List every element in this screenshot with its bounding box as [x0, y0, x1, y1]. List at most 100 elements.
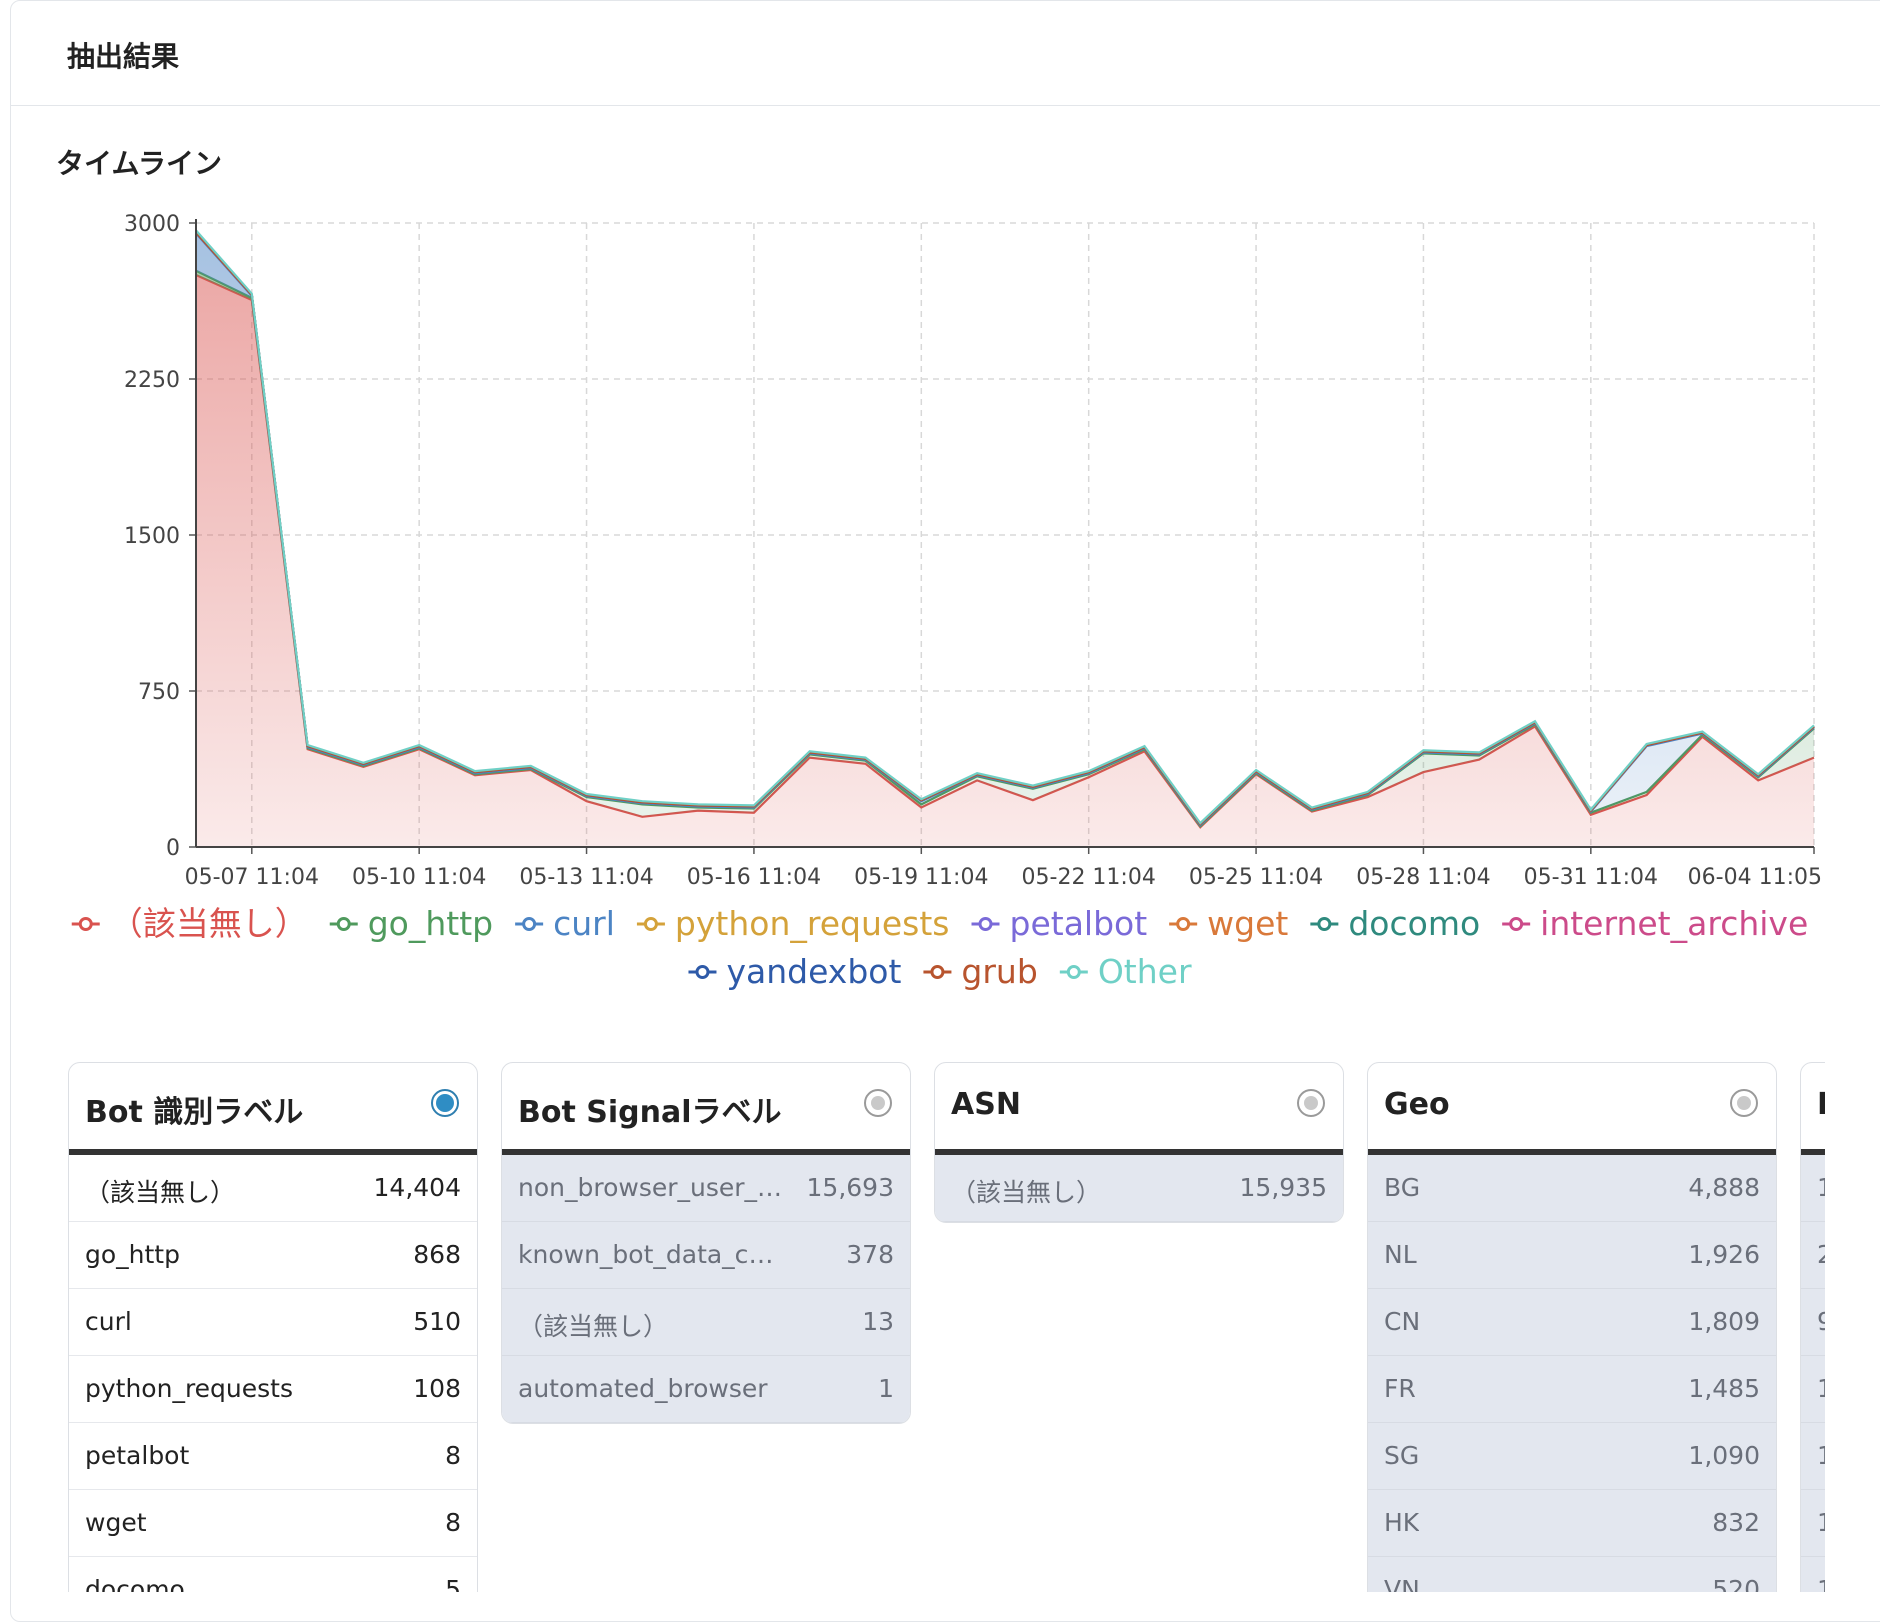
legend-label-go_http[interactable]: go_http	[368, 904, 493, 943]
facet-row-label: 2	[1817, 1240, 1825, 1269]
legend-marker-docomo	[1317, 917, 1332, 931]
facet-row[interactable]: （該当無し） 13	[502, 1289, 910, 1356]
facet-card: ASN （該当無し） 15,935	[934, 1062, 1344, 1223]
facet-row[interactable]: SG 1,090	[1368, 1423, 1776, 1490]
facet-select-radio[interactable]	[1730, 1089, 1758, 1117]
radio-dot-icon	[1304, 1096, 1318, 1110]
facet-row[interactable]: python_requests 108	[69, 1356, 477, 1423]
legend-marker-（該当無し）	[78, 917, 93, 931]
facet-row-label: wget	[85, 1508, 147, 1537]
facet-row[interactable]: non_browser_user_a… 15,693	[502, 1155, 910, 1222]
facet-row[interactable]: 1	[1801, 1356, 1825, 1423]
facet-row-label: （該当無し）	[85, 1178, 236, 1207]
facet-row[interactable]: petalbot 8	[69, 1423, 477, 1490]
facet-card-header[interactable]: Bot Signalラベル	[502, 1063, 910, 1155]
facet-row-count: 520	[1712, 1575, 1760, 1592]
facet-select-radio[interactable]	[1297, 1089, 1325, 1117]
facet-row-label: 1	[1817, 1575, 1825, 1592]
facet-row[interactable]: curl 510	[69, 1289, 477, 1356]
facet-row-count: 510	[413, 1307, 461, 1336]
legend-label-petalbot[interactable]: petalbot	[1010, 904, 1148, 943]
series-area-curl	[196, 233, 1814, 827]
x-tick-label: 05-19 11:04	[854, 865, 988, 890]
legend-marker-curl	[522, 917, 537, 931]
facet-card: Geo BG 4,888 NL 1,926 CN 1,809 FR 1,485 SG 1,090 HK…	[1367, 1062, 1777, 1592]
facet-row-label: automated_browser	[518, 1374, 768, 1403]
facet-row-label: FR	[1384, 1374, 1416, 1403]
facet-row[interactable]: HK 832	[1368, 1490, 1776, 1557]
timeline-title: タイムライン	[56, 147, 223, 180]
facet-row-label: 1	[1817, 1374, 1825, 1403]
facet-select-radio[interactable]	[431, 1089, 459, 1117]
facet-row-label: go_http	[85, 1240, 180, 1269]
facet-row[interactable]: wget 8	[69, 1490, 477, 1557]
legend-marker-grub	[930, 965, 945, 979]
facet-card-title: ASN	[951, 1087, 1021, 1122]
facet-row-label: non_browser_user_a…	[518, 1173, 788, 1202]
facet-row-count: 378	[846, 1240, 894, 1269]
facet-row[interactable]: 2	[1801, 1222, 1825, 1289]
x-tick-label: 05-10 11:04	[352, 865, 486, 890]
facet-row-count: 13	[862, 1307, 894, 1336]
facet-card-list: 1 2 9 1 1 1 1	[1801, 1155, 1825, 1592]
facet-card-header[interactable]: I	[1801, 1063, 1825, 1155]
legend-marker-wget	[1176, 917, 1191, 931]
radio-dot-icon	[436, 1094, 454, 1112]
y-tick-label: 2250	[124, 368, 180, 393]
facet-card-list: BG 4,888 NL 1,926 CN 1,809 FR 1,485 SG 1,090 HK 832…	[1368, 1155, 1776, 1592]
facet-row[interactable]: 1	[1801, 1490, 1825, 1557]
facet-row-label: VN	[1384, 1575, 1420, 1592]
facet-row-count: 8	[445, 1441, 461, 1470]
legend-label-wget[interactable]: wget	[1207, 904, 1288, 943]
legend-label-internet_archive[interactable]: internet_archive	[1540, 904, 1808, 943]
facet-card-header[interactable]: Geo	[1368, 1063, 1776, 1155]
facet-card-title: Bot 識別ラベル	[85, 1095, 304, 1130]
facet-card: I 1 2 9 1 1 1 1	[1800, 1062, 1825, 1592]
facet-row-label: 1	[1817, 1441, 1825, 1470]
facet-row[interactable]: docomo 5	[69, 1557, 477, 1592]
facet-row[interactable]: 1	[1801, 1557, 1825, 1592]
radio-dot-icon	[871, 1096, 885, 1110]
facet-row-count: 1	[878, 1374, 894, 1403]
legend-label-python_requests[interactable]: python_requests	[675, 904, 950, 943]
facet-row[interactable]: FR 1,485	[1368, 1356, 1776, 1423]
facet-row[interactable]: 1	[1801, 1155, 1825, 1222]
legend-marker-go_http	[336, 917, 351, 931]
legend-label-curl[interactable]: curl	[553, 904, 615, 943]
facet-card-list: non_browser_user_a… 15,693 known_bot_data_…	[502, 1155, 910, 1423]
facet-row[interactable]: 9	[1801, 1289, 1825, 1356]
facet-row[interactable]: 1	[1801, 1423, 1825, 1490]
facet-row[interactable]: automated_browser 1	[502, 1356, 910, 1423]
facet-row-count: 15,935	[1239, 1173, 1327, 1202]
facet-row[interactable]: NL 1,926	[1368, 1222, 1776, 1289]
facet-row[interactable]: VN 520	[1368, 1557, 1776, 1592]
facet-row-label: （該当無し）	[951, 1178, 1102, 1207]
series-line-Other	[195, 229, 1815, 825]
y-tick-label: 750	[138, 680, 180, 705]
facet-row-label: 1	[1817, 1173, 1825, 1202]
facet-row[interactable]: go_http 868	[69, 1222, 477, 1289]
legend-marker-python_requests	[643, 917, 658, 931]
legend-label-grub[interactable]: grub	[961, 952, 1037, 991]
facet-row-count: 5	[445, 1575, 461, 1592]
facet-card-header[interactable]: Bot 識別ラベル	[69, 1063, 477, 1155]
facet-row[interactable]: known_bot_data_center 378	[502, 1222, 910, 1289]
facet-row[interactable]: （該当無し） 15,935	[935, 1155, 1343, 1222]
facet-row-count: 15,693	[806, 1173, 894, 1202]
facet-row-count: 1,485	[1688, 1374, 1760, 1403]
facet-cards-row: Bot 識別ラベル （該当無し） 14,404 go_http 868 curl 510 py…	[68, 1062, 1825, 1592]
legend-label-Other[interactable]: Other	[1098, 952, 1192, 991]
legend-label-yandexbot[interactable]: yandexbot	[726, 952, 901, 991]
facet-row[interactable]: BG 4,888	[1368, 1155, 1776, 1222]
legend-label-docomo[interactable]: docomo	[1348, 904, 1480, 943]
legend-label-（該当無し）[interactable]: （該当無し）	[110, 904, 308, 943]
facet-row-label: CN	[1384, 1307, 1421, 1336]
facet-row-count: 108	[413, 1374, 461, 1403]
facet-row[interactable]: （該当無し） 14,404	[69, 1155, 477, 1222]
legend-marker-internet_archive	[1509, 917, 1524, 931]
facet-select-radio[interactable]	[864, 1089, 892, 1117]
facet-row[interactable]: CN 1,809	[1368, 1289, 1776, 1356]
x-tick-label: 05-25 11:04	[1189, 865, 1323, 890]
x-tick-label: 05-31 11:04	[1524, 865, 1658, 890]
facet-card-header[interactable]: ASN	[935, 1063, 1343, 1155]
